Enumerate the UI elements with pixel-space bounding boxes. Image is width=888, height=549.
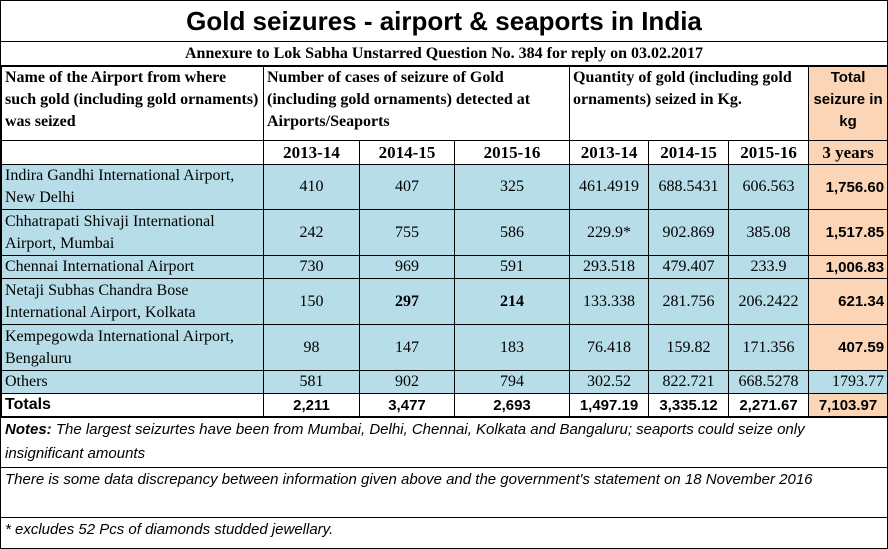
seizure-table: Name of the Airport from where such gold… (1, 66, 887, 417)
year-header: 2014-15 (648, 140, 730, 165)
cell: 606.563 (728, 164, 810, 210)
cell: 147 (359, 324, 455, 371)
year-header: 2013-14 (263, 140, 360, 165)
total-cell: 1,756.60 (808, 164, 887, 210)
cell: 591 (453, 255, 571, 279)
cell: 730 (263, 255, 360, 279)
table-row: Chhatrapati Shivaji International Airpor… (1, 209, 887, 256)
notes-text: The largest seizurtes have been from Mum… (5, 421, 805, 462)
cell: 2,211 (263, 393, 360, 417)
year-header: 2015-16 (453, 140, 571, 165)
cell: 302.52 (569, 370, 650, 394)
airport-name: Kempegowda International Airport, Bengal… (1, 324, 264, 371)
cell: 902 (359, 370, 455, 394)
notes-label: Notes: (5, 421, 52, 438)
cell: 3,335.12 (648, 393, 730, 417)
totals-row: Totals 2,211 3,477 2,693 1,497.19 3,335.… (1, 393, 887, 417)
header-cases: Number of cases of seizure of Gold (incl… (262, 66, 571, 141)
header-total: Total seizure in kg (808, 66, 887, 141)
annexure-subtitle: Annexure to Lok Sabha Unstarred Question… (1, 42, 887, 66)
cell: 461.4919 (569, 164, 650, 210)
cell: 410 (263, 164, 360, 210)
cell: 969 (359, 255, 455, 279)
year-header: 2015-16 (728, 140, 810, 165)
cell: 2,271.67 (728, 393, 810, 417)
cell: 229.9* (569, 209, 650, 256)
cell: 214 (453, 278, 571, 325)
header-quantity: Quantity of gold (including gold ornamen… (569, 66, 810, 141)
cell: 407 (359, 164, 455, 210)
cell: 668.5278 (728, 370, 810, 394)
cell: 171.356 (728, 324, 810, 371)
cell: 794 (453, 370, 571, 394)
cell: 98 (263, 324, 360, 371)
cell: 586 (453, 209, 571, 256)
grand-total: 7,103.97 (808, 393, 887, 417)
cell: 242 (263, 209, 360, 256)
airport-name: Others (1, 370, 264, 394)
total-cell: 407.59 (808, 324, 887, 371)
airport-name: Netaji Subhas Chandra Bose International… (1, 278, 264, 325)
airport-name: Chhatrapati Shivaji International Airpor… (1, 209, 264, 256)
cell: 902.869 (648, 209, 730, 256)
table-row: Chennai International Airport 730 969 591 29… (1, 255, 887, 279)
cell: 133.338 (569, 278, 650, 325)
total-cell: 1,006.83 (808, 255, 887, 279)
cell: 755 (359, 209, 455, 256)
cell: 293.518 (569, 255, 650, 279)
table-row: Others 581 902 794 302.52 822.721 668.5278 1793… (1, 370, 887, 394)
cell: 2,693 (453, 393, 571, 417)
table-row: Indira Gandhi International Airport, New… (1, 164, 887, 210)
cell: 206.2422 (728, 278, 810, 325)
cell: 159.82 (648, 324, 730, 371)
totals-label: Totals (1, 393, 264, 417)
total-cell: 621.34 (808, 278, 887, 325)
cell: 183 (453, 324, 571, 371)
total-cell: 1,517.85 (808, 209, 887, 256)
cell: 1,497.19 (569, 393, 650, 417)
discrepancy-note: There is some data discrepancy between i… (1, 467, 887, 517)
footnote: * excludes 52 Pcs of diamonds studded je… (1, 517, 887, 542)
table-row: Netaji Subhas Chandra Bose International… (1, 278, 887, 325)
cell: 581 (263, 370, 360, 394)
cell: 150 (263, 278, 360, 325)
total-cell: 1793.77 (808, 370, 887, 394)
year-header: 3 years (808, 140, 887, 165)
cell: 281.756 (648, 278, 730, 325)
cell: 3,477 (359, 393, 455, 417)
airport-name: Indira Gandhi International Airport, New… (1, 164, 264, 210)
cell: 325 (453, 164, 571, 210)
airport-name: Chennai International Airport (1, 255, 264, 279)
title: Gold seizures - airport & seaports in In… (1, 1, 887, 42)
cell: 688.5431 (648, 164, 730, 210)
year-blank (1, 140, 264, 165)
cell: 822.721 (648, 370, 730, 394)
cell: 76.418 (569, 324, 650, 371)
cell: 233.9 (728, 255, 810, 279)
header-airport: Name of the Airport from where such gold… (1, 66, 264, 141)
cell: 385.08 (728, 209, 810, 256)
table-row: Kempegowda International Airport, Bengal… (1, 324, 887, 371)
cell: 297 (359, 278, 455, 325)
notes: Notes: The largest seizurtes have been f… (1, 417, 887, 467)
cell: 479.407 (648, 255, 730, 279)
year-header: 2014-15 (359, 140, 455, 165)
year-header: 2013-14 (569, 140, 650, 165)
